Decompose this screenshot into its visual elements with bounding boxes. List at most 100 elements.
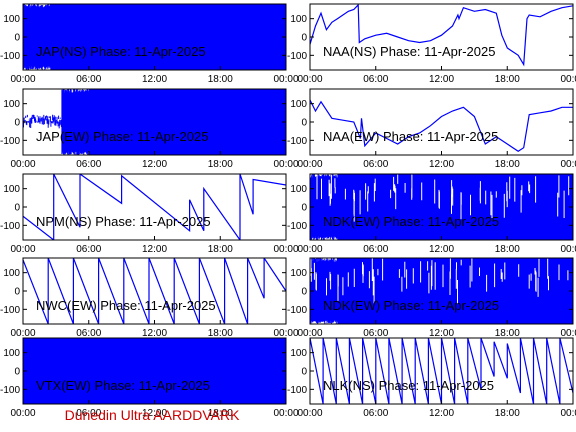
x-tick-label: 00:00 — [297, 159, 322, 170]
x-tick-label: 00:00 — [10, 159, 35, 170]
y-tick-label: -100 — [287, 385, 307, 396]
series-line — [310, 4, 573, 67]
x-tick-label: 00:00 — [297, 408, 322, 419]
x-tick-label: 00:00 — [10, 408, 35, 419]
x-tick-label: 18:00 — [495, 244, 520, 255]
x-tick-label: 00:00 — [273, 74, 298, 85]
y-tick-label: 100 — [290, 14, 307, 25]
plot-area — [23, 258, 286, 324]
panel-3: 100 0 -100 00:00 06:00 12:00 18:00 00:00 JAP(EW)… — [0, 88, 299, 170]
y-tick-label: 100 — [290, 184, 307, 195]
plot-area — [23, 89, 286, 155]
x-tick-label: 00:00 — [273, 159, 298, 170]
plot-area — [23, 174, 286, 240]
y-tick-label: 100 — [3, 184, 20, 195]
x-tick-label: 06:00 — [76, 74, 101, 85]
x-tick-label: 00:00 — [10, 74, 35, 85]
x-tick-label: 06:00 — [363, 159, 388, 170]
x-tick-label: 12:00 — [142, 159, 167, 170]
y-tick-label: -100 — [287, 51, 307, 62]
x-tick-label: 12:00 — [429, 159, 454, 170]
x-tick-label: 06:00 — [76, 328, 101, 339]
plot-area — [310, 4, 573, 67]
x-tick-label: 12:00 — [429, 74, 454, 85]
x-tick-label: 12:00 — [429, 244, 454, 255]
panel-title: NLK(NS) Phase: 11-Apr-2025 — [323, 378, 494, 393]
data-gaps — [310, 258, 569, 304]
y-tick-label: 100 — [290, 348, 307, 359]
panel-title: NDK(EW) Phase: 11-Apr-2025 — [323, 298, 499, 313]
panels: 100 0 -100 00:00 06:00 12:00 18:00 00:00 JAP(NS)… — [0, 3, 576, 419]
y-tick-label: 0 — [301, 287, 307, 298]
y-tick-label: 0 — [14, 203, 20, 214]
x-tick-label: 12:00 — [429, 328, 454, 339]
plot-frame — [309, 88, 574, 156]
y-tick-label: 100 — [290, 268, 307, 279]
x-tick-label: 18:00 — [495, 74, 520, 85]
series-fill — [23, 338, 286, 404]
panel-10: 100 0 -100 00:00 06:00 12:00 18:00 00:00 NLK(NS)… — [287, 337, 576, 419]
x-tick-label: 18:00 — [208, 159, 233, 170]
x-tick-label: 18:00 — [495, 159, 520, 170]
series-line — [310, 258, 573, 324]
y-tick-label: 100 — [3, 348, 20, 359]
x-tick-label: 18:00 — [208, 244, 233, 255]
x-tick-label: 06:00 — [76, 244, 101, 255]
x-tick-label: 00:00 — [10, 328, 35, 339]
y-tick-label: -100 — [0, 136, 20, 147]
y-tick-label: -100 — [0, 221, 20, 232]
x-tick-label: 12:00 — [142, 74, 167, 85]
x-tick-label: 00:00 — [273, 408, 298, 419]
x-tick-label: 00:00 — [297, 244, 322, 255]
panel-5: 100 0 -100 00:00 06:00 12:00 18:00 00:00 NPM(NS)… — [0, 173, 299, 255]
y-tick-label: -100 — [0, 385, 20, 396]
series-line — [310, 338, 573, 404]
x-tick-label: 06:00 — [363, 408, 388, 419]
y-tick-label: -100 — [0, 305, 20, 316]
x-tick-label: 06:00 — [363, 74, 388, 85]
x-tick-label: 00:00 — [560, 408, 576, 419]
panel-title: NAA(NS) Phase: 11-Apr-2025 — [323, 44, 495, 59]
x-tick-label: 00:00 — [273, 244, 298, 255]
y-tick-label: 0 — [301, 118, 307, 129]
y-tick-label: -100 — [287, 305, 307, 316]
plot-area — [310, 338, 573, 404]
x-tick-label: 00:00 — [560, 244, 576, 255]
y-tick-label: 0 — [301, 203, 307, 214]
panel-8: 100 0 -100 00:00 06:00 12:00 18:00 00:00 NDK(EW)… — [287, 257, 576, 339]
x-tick-label: 06:00 — [76, 408, 101, 419]
series-line — [310, 174, 573, 240]
plot-area — [23, 4, 286, 70]
y-tick-label: -100 — [287, 136, 307, 147]
panel-6: 100 0 -100 00:00 06:00 12:00 18:00 00:00 NDK(EW)… — [287, 173, 576, 255]
plot-area — [310, 258, 573, 324]
x-tick-label: 00:00 — [560, 74, 576, 85]
x-tick-label: 12:00 — [142, 328, 167, 339]
x-tick-label: 06:00 — [363, 328, 388, 339]
x-tick-label: 00:00 — [273, 328, 298, 339]
plot-frame — [22, 173, 287, 241]
y-tick-label: -100 — [287, 221, 307, 232]
data-gaps — [316, 174, 570, 222]
y-tick-label: 0 — [14, 118, 20, 129]
panel-9: 100 0 -100 00:00 06:00 12:00 18:00 00:00 VTX(EW)… — [0, 337, 299, 419]
y-tick-label: 0 — [14, 287, 20, 298]
y-tick-label: 0 — [301, 33, 307, 44]
x-tick-label: 12:00 — [142, 408, 167, 419]
panel-title: VTX(EW) Phase: 11-Apr-2025 — [36, 378, 210, 393]
series-line — [23, 174, 286, 240]
plot-frame — [309, 3, 574, 71]
x-tick-label: 18:00 — [495, 328, 520, 339]
y-tick-label: 100 — [3, 268, 20, 279]
y-tick-label: 0 — [14, 33, 20, 44]
x-tick-label: 18:00 — [495, 408, 520, 419]
x-tick-label: 06:00 — [76, 159, 101, 170]
x-tick-label: 18:00 — [208, 408, 233, 419]
panel-title: NDK(EW) Phase: 11-Apr-2025 — [323, 214, 499, 229]
plot-area — [23, 338, 286, 404]
panel-title: NWC(EW) Phase: 11-Apr-2025 — [36, 298, 216, 313]
x-tick-label: 18:00 — [208, 74, 233, 85]
panel-1: 100 0 -100 00:00 06:00 12:00 18:00 00:00 JAP(NS)… — [0, 3, 299, 85]
x-tick-label: 12:00 — [429, 408, 454, 419]
panel-title: JAP(EW) Phase: 11-Apr-2025 — [36, 129, 208, 144]
